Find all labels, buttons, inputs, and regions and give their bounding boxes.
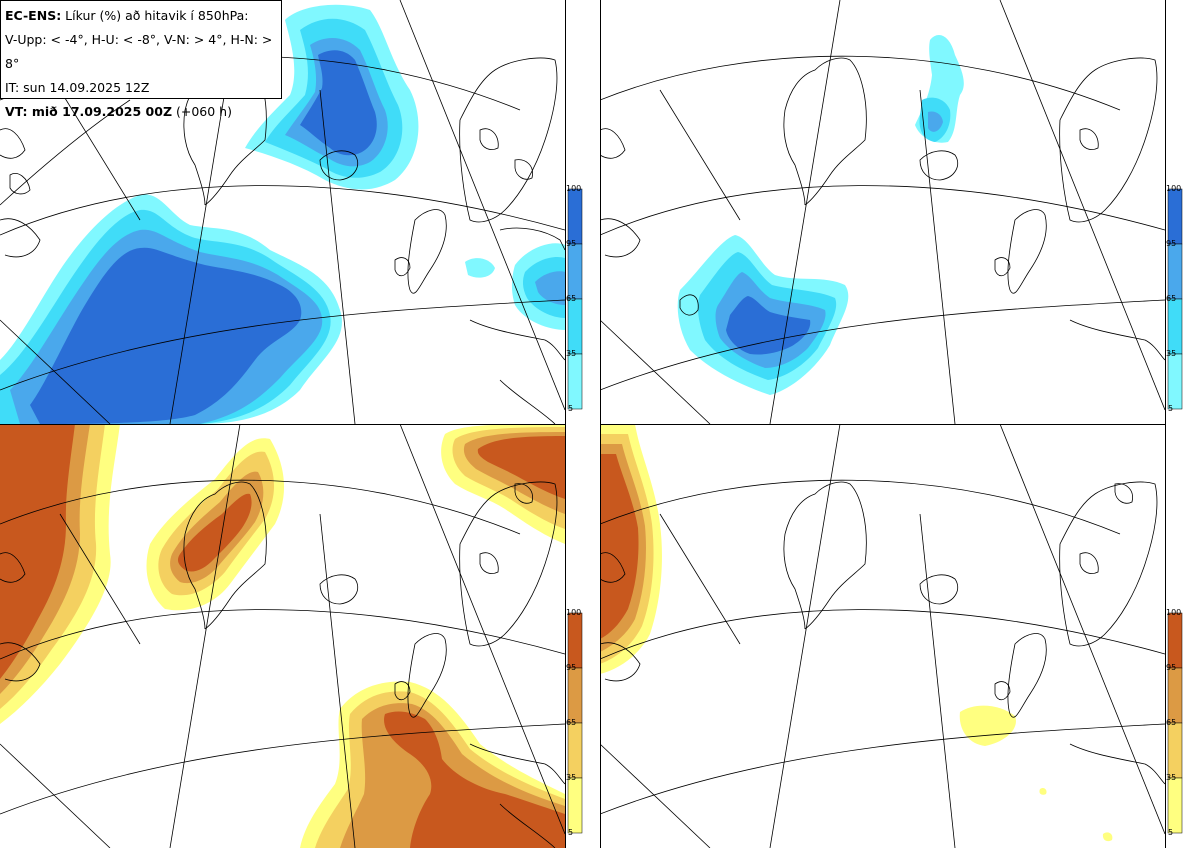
cold-probability-area-southwest xyxy=(677,235,849,395)
colorbar-label-65: 65 xyxy=(566,294,577,303)
colorbar-label-65: 65 xyxy=(1166,294,1177,303)
colorbar-label-35: 35 xyxy=(1166,773,1177,782)
colorbar-label-100: 100 xyxy=(566,184,582,193)
cold-probability-area-southwest xyxy=(0,194,342,424)
colorbar-label-5: 5 xyxy=(1168,828,1174,837)
colorbar-label-35: 35 xyxy=(566,349,577,358)
colorbar-label-65: 65 xyxy=(566,718,577,727)
probability-map xyxy=(0,424,565,848)
graticule xyxy=(0,0,565,424)
probability-map xyxy=(0,0,565,424)
coastlines xyxy=(0,57,565,424)
valid-time: VT: mið 17.09.2025 00Z xyxy=(5,104,173,119)
warm-probability-area-west xyxy=(0,424,120,724)
product-description: Líkur (%) að hitavik í 850hPa: xyxy=(61,8,249,23)
colorbar-warm-left: 100 95 65 35 5 xyxy=(566,608,626,840)
warm-probability-area-central xyxy=(146,438,285,611)
panel-divider-horizontal-right xyxy=(600,424,1166,425)
colorbar-cold-left: 100 95 65 35 5 xyxy=(566,184,626,416)
colorbar-label-35: 35 xyxy=(1166,349,1177,358)
probability-map xyxy=(600,0,1165,424)
colorbar-label-95: 95 xyxy=(1166,663,1177,672)
colorbar-warm-right: 100 95 65 35 5 xyxy=(1166,608,1200,840)
panel-divider-horizontal-left xyxy=(0,424,566,425)
map-panel-cold-8 xyxy=(600,0,1165,424)
map-panel-warm-4 xyxy=(0,424,565,848)
cold-probability-area-east xyxy=(465,243,565,330)
cold-probability-area-north xyxy=(915,35,964,143)
colorbar-label-5: 5 xyxy=(568,828,574,837)
graticule xyxy=(0,424,565,848)
model-name: EC-ENS: xyxy=(5,8,62,23)
colorbar-label-100: 100 xyxy=(1166,608,1182,617)
colorbar-label-65: 65 xyxy=(1166,718,1177,727)
warm-probability-area-southeast xyxy=(300,681,565,848)
coastlines xyxy=(600,481,1165,785)
colorbar-label-95: 95 xyxy=(566,239,577,248)
initial-time: IT: sun 14.09.2025 12Z xyxy=(5,80,150,95)
probability-map xyxy=(600,424,1165,848)
panel-legend-thresholds: V-Upp: < -4°, H-U: < -8°, V-N: > 4°, H-N… xyxy=(5,32,273,71)
warm-probability-area-northeast xyxy=(441,424,565,544)
map-panel-warm-8 xyxy=(600,424,1165,848)
colorbar-cold-right: 100 95 65 35 5 xyxy=(1166,184,1200,416)
colorbar-label-35: 35 xyxy=(566,773,577,782)
graticule xyxy=(600,0,1165,424)
colorbar-label-100: 100 xyxy=(1166,184,1182,193)
warm-probability-area-west xyxy=(600,424,662,674)
colorbar-label-95: 95 xyxy=(1166,239,1177,248)
colorbar-label-95: 95 xyxy=(566,663,577,672)
map-panel-cold-4: EC-ENS: Líkur (%) að hitavik í 850hPa: V… xyxy=(0,0,565,424)
forecast-info-box: EC-ENS: Líkur (%) að hitavik í 850hPa: V… xyxy=(0,0,282,119)
graticule xyxy=(600,424,1165,848)
colorbar-label-100: 100 xyxy=(566,608,582,617)
warm-probability-area-south xyxy=(959,705,1113,842)
colorbar-label-5: 5 xyxy=(568,404,574,413)
colorbar-label-5: 5 xyxy=(1168,404,1174,413)
lead-time: (+060 h) xyxy=(172,104,232,119)
coastlines xyxy=(600,57,1165,361)
coastlines xyxy=(0,481,565,848)
cold-probability-area-north xyxy=(245,4,419,190)
